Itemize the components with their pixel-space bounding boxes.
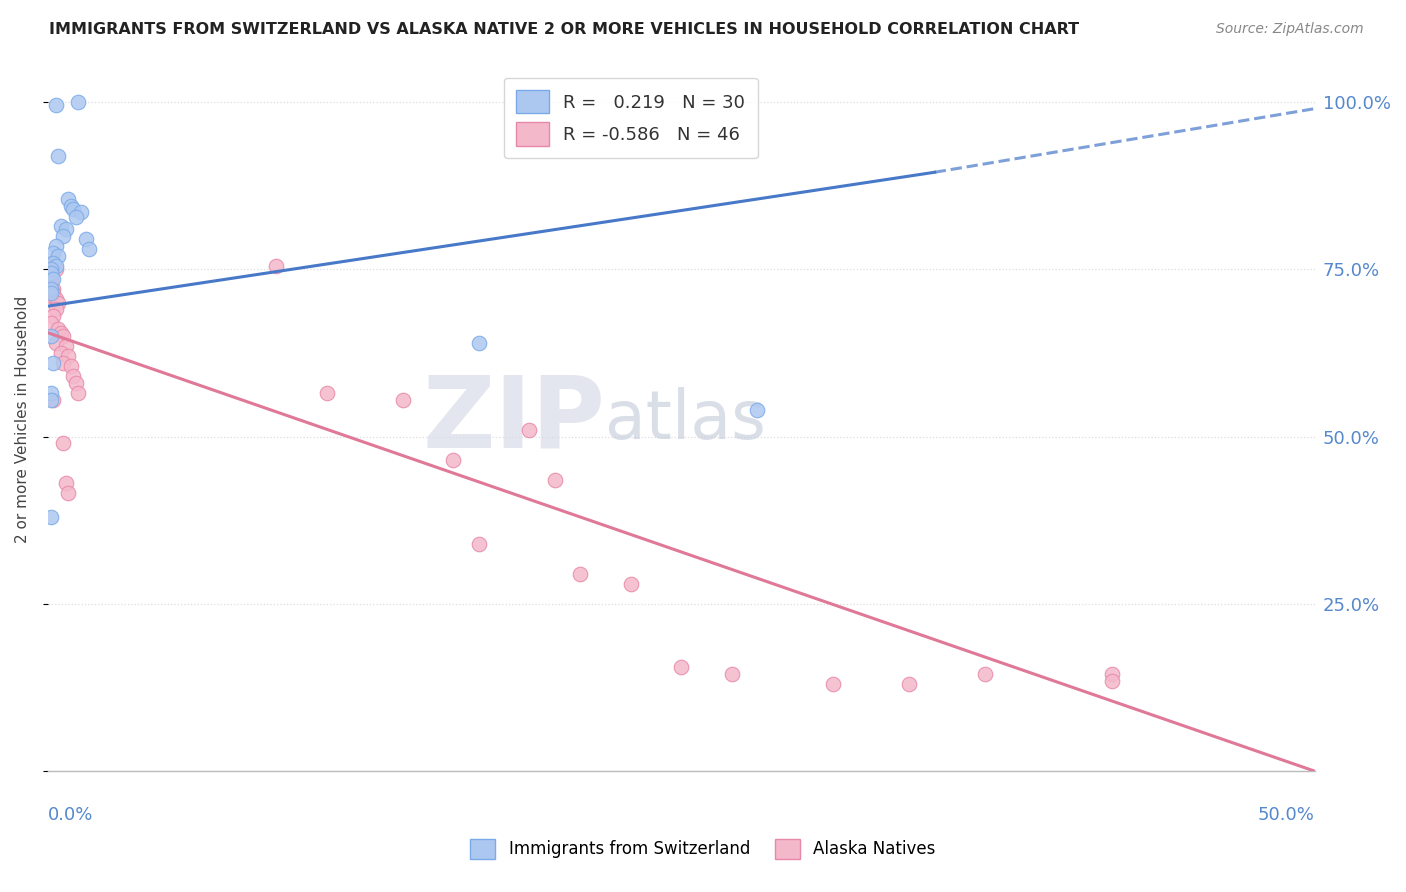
Point (42, 392, 65, 407)
Text: ZIP: ZIP (422, 371, 606, 468)
Point (39, 386, 62, 401)
Point (62, 202, 84, 216)
Point (55, 222, 77, 236)
Point (45, 98, 67, 112)
Point (39, 262, 62, 277)
Point (52, 329, 75, 343)
Text: 50.0%: 50.0% (1258, 806, 1315, 824)
Point (52, 436, 75, 450)
Point (62, 369, 84, 384)
Text: Source: ZipAtlas.com: Source: ZipAtlas.com (1216, 22, 1364, 37)
Point (441, 453, 464, 467)
Point (1101, 667, 1123, 681)
Point (315, 386, 337, 401)
Point (67, 95, 90, 109)
Point (45, 302, 67, 317)
Point (59, 199, 82, 213)
Point (42, 309, 65, 323)
Point (467, 536, 489, 550)
Point (39, 282, 62, 296)
Point (519, 423, 541, 437)
Point (58, 486, 80, 500)
Point (747, 402, 769, 417)
Point (39, 276, 62, 290)
Point (52, 228, 75, 243)
Point (77, 242, 100, 256)
Point (70, 205, 93, 219)
Point (55, 476, 77, 491)
Point (39, 329, 62, 343)
Point (39, 316, 62, 330)
Point (42, 259, 65, 273)
Point (42, 356, 65, 370)
Point (721, 667, 744, 681)
Point (671, 660, 693, 674)
Point (39, 392, 62, 407)
Point (39, 255, 62, 269)
Point (58, 349, 80, 363)
Point (67, 386, 90, 401)
Point (39, 509, 62, 524)
Point (55, 339, 77, 353)
Point (1101, 673, 1123, 688)
Point (46, 249, 69, 263)
Point (974, 667, 997, 681)
Point (620, 576, 643, 591)
Point (49, 326, 72, 340)
Point (42, 255, 65, 269)
Point (569, 566, 592, 581)
Point (45, 335, 67, 350)
Point (46, 148, 69, 162)
Point (65, 210, 87, 224)
Y-axis label: 2 or more Vehicles in Household: 2 or more Vehicles in Household (15, 296, 30, 543)
Point (823, 677, 845, 691)
Point (544, 473, 567, 487)
Point (39, 268, 62, 283)
Text: 0.0%: 0.0% (48, 806, 93, 824)
Point (39, 285, 62, 300)
Legend: Immigrants from Switzerland, Alaska Natives: Immigrants from Switzerland, Alaska Nati… (464, 832, 942, 866)
Point (52, 356, 75, 370)
Point (45, 259, 67, 273)
Point (39, 272, 62, 286)
Point (42, 282, 65, 296)
Point (42, 285, 65, 300)
Point (45, 239, 67, 253)
Point (75, 232, 97, 246)
Point (46, 322, 69, 336)
Point (39, 289, 62, 303)
Point (45, 293, 67, 307)
Point (49, 346, 72, 360)
Point (467, 335, 489, 350)
Point (391, 392, 413, 407)
Point (39, 266, 62, 280)
Text: IMMIGRANTS FROM SWITZERLAND VS ALASKA NATIVE 2 OR MORE VEHICLES IN HOUSEHOLD COR: IMMIGRANTS FROM SWITZERLAND VS ALASKA NA… (49, 22, 1080, 37)
Point (264, 259, 287, 273)
Point (45, 262, 67, 277)
Text: atlas: atlas (606, 387, 766, 453)
Point (42, 245, 65, 260)
Point (898, 677, 921, 691)
Point (42, 272, 65, 286)
Point (58, 192, 80, 206)
Legend: R =   0.219   N = 30, R = -0.586   N = 46: R = 0.219 N = 30, R = -0.586 N = 46 (503, 78, 758, 158)
Point (59, 359, 82, 374)
Point (65, 376, 87, 390)
Point (46, 295, 69, 310)
Point (49, 219, 72, 233)
